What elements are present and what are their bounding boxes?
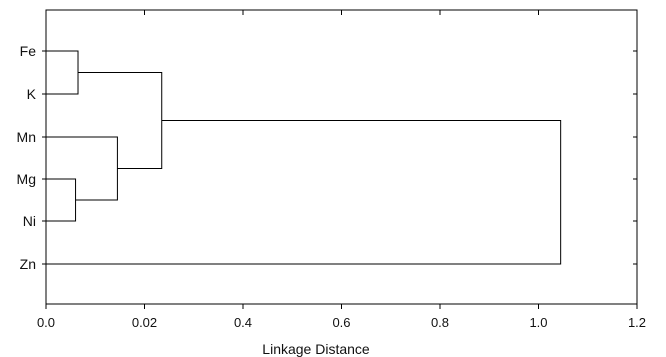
leaf-label: Ni	[23, 213, 36, 229]
merge-link-c2	[46, 178, 77, 222]
leaf-label: Zn	[20, 256, 36, 272]
x-tick-labels: 0.0 0.02 0.4 0.6 0.8 1.0 1.2	[37, 315, 646, 330]
x-tick-label: 0.0	[37, 315, 55, 330]
leaf-label: K	[27, 86, 37, 102]
x-tick-label: 0.6	[332, 315, 350, 330]
leaf-labels: Fe K Mn Mg Ni Zn	[17, 43, 37, 272]
x-tick-label: 1.2	[628, 315, 646, 330]
axis-ticks	[42, 10, 638, 309]
x-tick-label: 0.8	[431, 315, 449, 330]
x-axis-title: Linkage Distance	[262, 341, 370, 357]
leaf-label: Mn	[17, 129, 36, 145]
plot-frame	[45, 9, 638, 305]
merge-link-c3	[46, 136, 118, 201]
merge-link-c1	[46, 50, 79, 95]
x-tick-label: 0.02	[132, 315, 157, 330]
leaf-label: Mg	[17, 171, 36, 187]
x-tick-label: 0.4	[234, 315, 252, 330]
merge-link-c5	[46, 120, 562, 265]
x-tick-label: 1.0	[529, 315, 547, 330]
dendrogram-links	[46, 50, 562, 265]
leaf-label: Fe	[20, 43, 37, 59]
merge-link-c4	[78, 72, 163, 169]
